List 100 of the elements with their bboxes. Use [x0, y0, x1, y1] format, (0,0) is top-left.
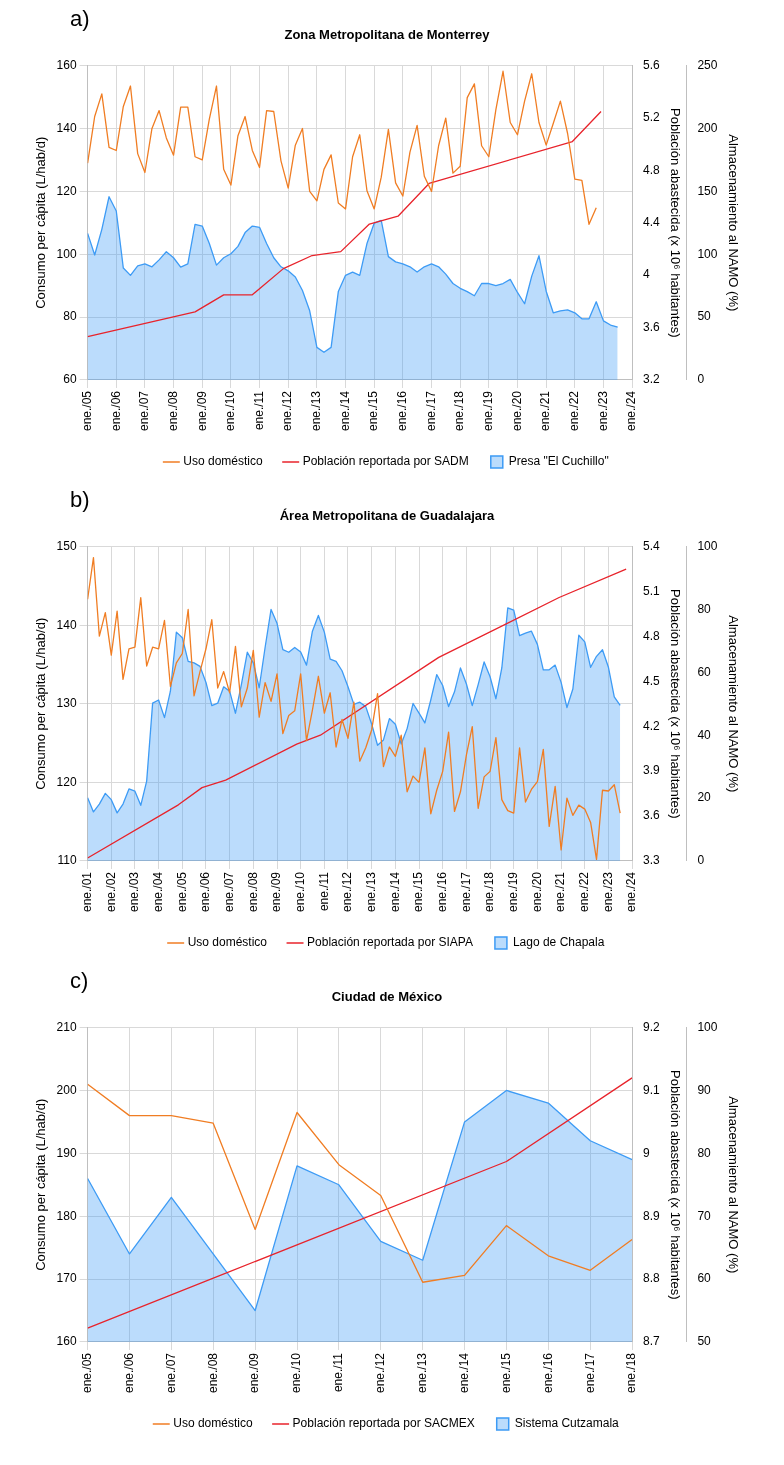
y2-tick-label: 5.1: [643, 583, 661, 598]
x-tick-label: ene./24: [624, 390, 639, 432]
y-tick-label: 140: [56, 617, 77, 632]
x-tick-label: ene./10: [289, 1352, 304, 1394]
y3-tick-label: 100: [697, 246, 718, 261]
legend-label: Lago de Chapala: [512, 935, 605, 950]
x-tick-label: ene./11: [331, 1352, 346, 1393]
y-tick-label: 160: [56, 57, 77, 72]
legend-label: Sistema Cutzamala: [514, 1416, 620, 1431]
y3-tick-label: 80: [697, 1145, 712, 1160]
y2-tick-label: 8.7: [643, 1334, 661, 1349]
y2-tick-label: 9.2: [643, 1019, 661, 1034]
y3-tick-label: 50: [697, 309, 712, 324]
x-tick-label: ene./02: [103, 871, 118, 913]
y-tick-label: 110: [57, 853, 77, 868]
x-tick-label: ene./08: [205, 1352, 220, 1394]
y3-tick-label: 0: [697, 853, 705, 868]
x-tick-label: ene./14: [337, 390, 352, 432]
x-tick-label: ene./21: [553, 871, 568, 913]
y3-tick-label: 40: [697, 727, 712, 742]
y3-tick-label: 200: [697, 120, 718, 135]
x-tick-label: ene./08: [165, 390, 180, 432]
y-tick-label: 150: [56, 538, 77, 553]
y-tick-label: 120: [56, 774, 77, 789]
x-tick-label: ene./10: [223, 390, 238, 432]
x-tick-label: ene./21: [538, 390, 553, 432]
y-tick-label: 80: [63, 309, 77, 324]
y3-tick-label: 20: [697, 790, 712, 805]
x-tick-label: ene./15: [411, 871, 426, 913]
legend-label: Uso doméstico: [183, 454, 264, 469]
y-tick-label: 180: [56, 1208, 77, 1223]
y3-tick-label: 90: [697, 1082, 712, 1097]
y2-tick-label: 4.4: [643, 215, 661, 230]
y-tick-label: 170: [56, 1271, 77, 1286]
chart-title: Ciudad de México: [331, 989, 443, 1005]
y2-tick-label: 5.4: [643, 538, 661, 553]
x-tick-label: ene./07: [137, 390, 152, 432]
x-tick-label: ene./12: [280, 390, 295, 432]
x-tick-label: ene./18: [452, 390, 467, 432]
y2-axis-title: Población abastecida (x 10⁶ habitantes): [668, 1070, 683, 1300]
y-tick-label: 60: [63, 372, 77, 387]
x-tick-label: ene./05: [79, 1352, 94, 1394]
legend-label: Uso doméstico: [173, 1416, 253, 1431]
y3-tick-label: 100: [697, 1019, 718, 1034]
y-tick-label: 190: [56, 1145, 77, 1160]
y3-tick-label: 50: [697, 1334, 712, 1349]
x-tick-label: ene./20: [529, 871, 544, 913]
legend-label: Uso doméstico: [187, 935, 268, 950]
y2-tick-label: 8.9: [643, 1208, 661, 1223]
text: a): [70, 6, 90, 32]
y2-axis-title: Población abastecida (x 10⁶ habitantes): [668, 108, 683, 338]
legend-label: Población reportada por SIAPA: [307, 935, 473, 950]
x-tick-label: ene./06: [108, 390, 123, 432]
x-tick-label: ene./20: [509, 390, 524, 432]
y3-axis-title: Almacenamiento al NAMO (%): [725, 615, 741, 793]
x-tick-label: ene./06: [198, 871, 213, 913]
y-axis-title: Consumo per cápita (L/hab/d): [33, 617, 49, 790]
x-tick-label: ene./11: [316, 871, 331, 912]
x-tick-label: ene./12: [340, 871, 355, 913]
text: c): [70, 968, 89, 994]
y-tick-label: 140: [56, 120, 77, 135]
y2-tick-label: 3.6: [643, 319, 661, 334]
x-tick-label: ene./15: [366, 390, 381, 432]
x-tick-label: ene./09: [247, 1352, 262, 1394]
x-tick-label: ene./16: [395, 390, 410, 432]
x-tick-label: ene./22: [567, 390, 582, 432]
legend-label: Presa "El Cuchillo": [508, 454, 609, 469]
y2-tick-label: 3.9: [643, 763, 661, 778]
x-tick-label: ene./09: [194, 390, 209, 432]
x-tick-label: ene./19: [506, 871, 521, 913]
x-tick-label: ene./13: [309, 390, 324, 432]
x-tick-label: ene./07: [221, 871, 236, 913]
y3-axis-title: Almacenamiento al NAMO (%): [725, 1096, 741, 1274]
y2-tick-label: 4.2: [643, 718, 661, 733]
x-tick-label: ene./16: [435, 871, 450, 913]
x-tick-label: ene./10: [292, 871, 307, 913]
y-tick-label: 130: [56, 696, 77, 711]
y3-tick-label: 150: [697, 183, 718, 198]
x-tick-label: ene./05: [79, 390, 94, 432]
y3-tick-label: 0: [697, 372, 705, 387]
x-tick-label: ene./14: [456, 1352, 471, 1394]
y2-tick-label: 5.2: [643, 110, 661, 125]
y2-tick-label: 9.1: [643, 1082, 661, 1097]
y2-tick-label: 3.2: [643, 372, 661, 387]
x-tick-label: ene./24: [624, 871, 639, 913]
x-tick-label: ene./18: [482, 871, 497, 913]
text: b): [70, 487, 90, 513]
y-axis-title: Consumo per cápita (L/hab/d): [33, 1098, 49, 1271]
y-axis-title: Consumo per cápita (L/hab/d): [33, 136, 49, 309]
y3-tick-label: 80: [697, 601, 712, 616]
x-tick-label: ene./19: [481, 390, 496, 432]
x-tick-label: ene./13: [415, 1352, 430, 1394]
x-tick-label: ene./08: [245, 871, 260, 913]
y2-tick-label: 9: [643, 1145, 651, 1160]
y2-tick-label: 8.8: [643, 1271, 661, 1286]
x-tick-label: ene./17: [423, 390, 438, 432]
y2-tick-label: 5.6: [643, 57, 661, 72]
y2-tick-label: 3.6: [643, 808, 661, 823]
x-tick-label: ene./16: [540, 1352, 555, 1394]
y3-tick-label: 250: [697, 57, 718, 72]
